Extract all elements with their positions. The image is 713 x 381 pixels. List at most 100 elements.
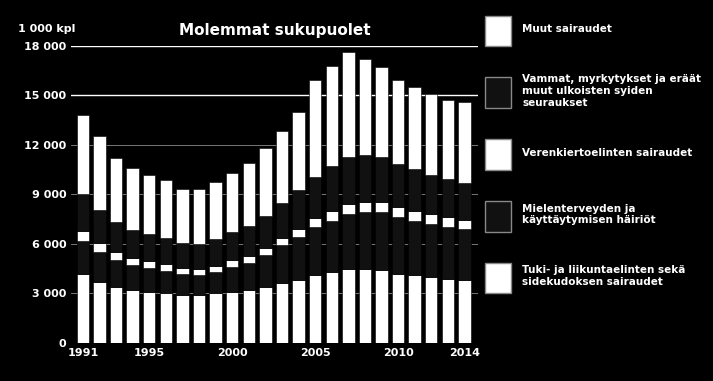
Bar — [160, 293, 172, 343]
Bar — [359, 202, 371, 213]
Bar — [226, 267, 238, 292]
Bar — [276, 203, 288, 238]
Bar — [359, 213, 371, 269]
Bar — [226, 292, 238, 343]
Bar — [176, 243, 189, 268]
Bar — [441, 179, 454, 217]
Bar — [425, 224, 438, 277]
Bar — [259, 248, 272, 255]
Bar — [375, 202, 388, 213]
Bar — [309, 218, 322, 227]
Bar — [242, 256, 255, 263]
FancyBboxPatch shape — [485, 16, 511, 46]
Bar — [210, 182, 222, 239]
Bar — [342, 269, 354, 343]
FancyBboxPatch shape — [485, 201, 511, 232]
Bar — [242, 163, 255, 226]
Bar — [242, 263, 255, 290]
Bar — [292, 237, 304, 280]
Bar — [458, 220, 471, 229]
Text: Tuki- ja liikuntaelinten sekä
sidekudoksen sairaudet: Tuki- ja liikuntaelinten sekä sidekudoks… — [523, 266, 686, 287]
Bar — [110, 287, 123, 343]
Bar — [193, 275, 205, 295]
Bar — [143, 175, 155, 234]
Bar — [309, 227, 322, 275]
Bar — [176, 189, 189, 243]
Bar — [193, 245, 205, 269]
Bar — [93, 136, 106, 210]
Bar — [160, 238, 172, 264]
Bar — [441, 279, 454, 343]
Bar — [143, 292, 155, 343]
Bar — [326, 66, 338, 166]
Bar — [409, 169, 421, 211]
Bar — [458, 229, 471, 280]
Bar — [359, 59, 371, 155]
Bar — [458, 280, 471, 343]
Bar — [276, 238, 288, 245]
Bar — [392, 207, 404, 218]
Bar — [176, 274, 189, 295]
Bar — [193, 295, 205, 343]
Text: Muut sairaudet: Muut sairaudet — [523, 24, 612, 34]
Bar — [326, 272, 338, 343]
Bar — [375, 67, 388, 157]
Bar — [392, 164, 404, 207]
Bar — [342, 214, 354, 269]
Bar — [292, 190, 304, 229]
Bar — [441, 100, 454, 179]
Bar — [276, 283, 288, 343]
Text: Mielenterveyden ja
käyttäytymisen häiriöt: Mielenterveyden ja käyttäytymisen häiriö… — [523, 204, 656, 225]
Bar — [193, 189, 205, 245]
Bar — [342, 157, 354, 203]
Bar — [93, 210, 106, 243]
Bar — [242, 290, 255, 343]
Bar — [259, 287, 272, 343]
Bar — [110, 223, 123, 252]
Bar — [160, 181, 172, 238]
Bar — [375, 270, 388, 343]
Bar — [309, 275, 322, 343]
Text: 1 000 kpl: 1 000 kpl — [19, 24, 76, 34]
Bar — [110, 252, 123, 260]
Bar — [77, 274, 89, 343]
Bar — [292, 229, 304, 237]
Bar — [409, 275, 421, 343]
Bar — [176, 295, 189, 343]
Bar — [210, 272, 222, 293]
Bar — [326, 211, 338, 221]
Bar — [110, 158, 123, 223]
Bar — [359, 269, 371, 343]
Bar — [392, 80, 404, 164]
Bar — [259, 216, 272, 248]
Bar — [292, 280, 304, 343]
Bar — [210, 293, 222, 343]
Bar — [126, 258, 139, 265]
Bar — [359, 155, 371, 202]
Bar — [176, 268, 189, 274]
Bar — [93, 252, 106, 282]
Bar — [259, 148, 272, 216]
Bar — [392, 274, 404, 343]
Bar — [441, 226, 454, 279]
Bar — [242, 226, 255, 256]
Bar — [160, 271, 172, 293]
Bar — [441, 217, 454, 226]
Bar — [409, 87, 421, 169]
Bar — [276, 245, 288, 283]
Bar — [93, 282, 106, 343]
Bar — [160, 264, 172, 271]
Bar — [309, 176, 322, 218]
Text: Verenkiertoelinten sairaudet: Verenkiertoelinten sairaudet — [523, 148, 692, 158]
FancyBboxPatch shape — [485, 77, 511, 108]
Bar — [143, 234, 155, 261]
Bar — [326, 221, 338, 272]
Bar — [126, 230, 139, 258]
Bar — [425, 277, 438, 343]
Bar — [226, 173, 238, 232]
Text: Vammat, myrkytykset ja eräät
muut ulkoisten syiden
seuraukset: Vammat, myrkytykset ja eräät muut ulkois… — [523, 74, 702, 108]
Bar — [342, 52, 354, 157]
Bar — [326, 166, 338, 211]
Bar — [425, 215, 438, 224]
Bar — [126, 290, 139, 343]
